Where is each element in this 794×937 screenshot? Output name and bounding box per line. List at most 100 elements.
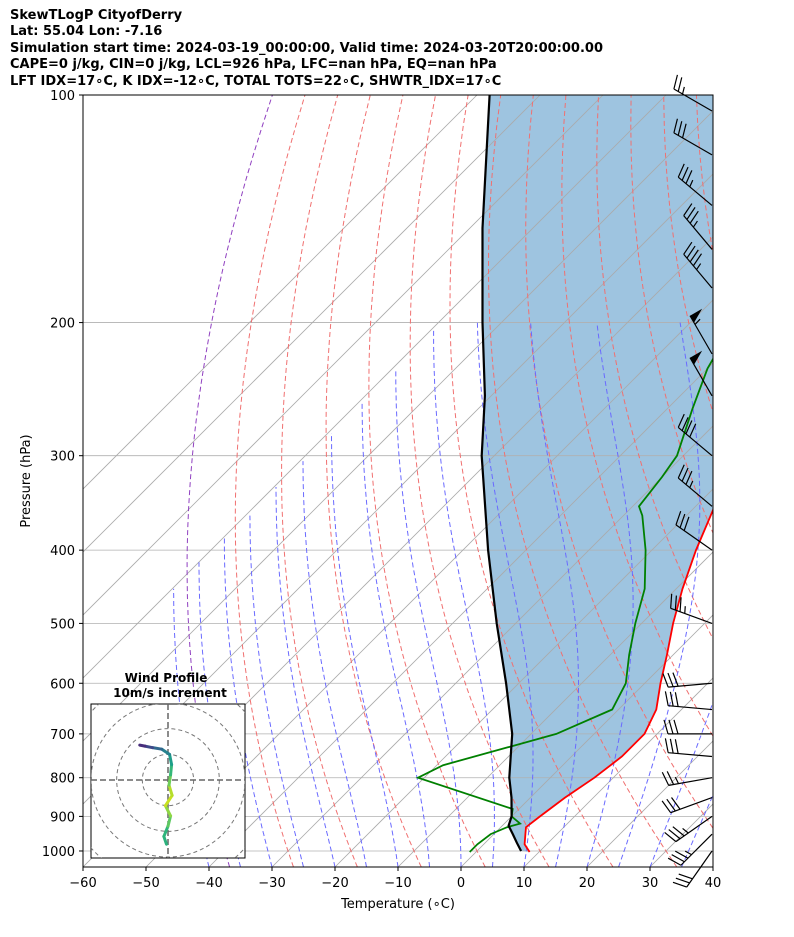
header-indices-line: LFT IDX=17∘C, K IDX=-12∘C, TOTAL TOTS=22…: [10, 73, 502, 89]
wind-barb-flag: [690, 308, 703, 323]
isotherm-line: [334, 488, 713, 867]
wind-barb-shaft: [668, 777, 713, 786]
x-tick-label: −10: [384, 876, 411, 891]
isotherm-line: [83, 95, 667, 679]
x-tick-label: −40: [195, 876, 222, 891]
y-tick-label: 500: [50, 617, 75, 632]
y-tick-label: 900: [50, 810, 75, 825]
wind-barb-feather: [678, 873, 693, 880]
wind-barb-feather: [672, 826, 685, 837]
wind-barb-shaft: [677, 477, 713, 507]
isotherm-line: [83, 110, 713, 742]
chart-header: SkewTLogP CityofDerry Lat: 55.04 Lon: -7…: [10, 8, 603, 90]
wind-barb-shaft: [668, 705, 713, 711]
wind-barb: [670, 593, 713, 624]
hodograph-segment: [162, 824, 170, 838]
wind-barb-feather: [666, 771, 675, 785]
wind-barb-feather: [671, 797, 681, 810]
wind-barb-feather: [669, 691, 674, 707]
wind-barb: [677, 464, 713, 507]
wind-barb: [664, 738, 713, 758]
wind-barb-shaft: [686, 850, 713, 888]
hodograph-segment: [163, 793, 174, 808]
isotherm-line: [712, 866, 713, 867]
wind-barb-feather: [683, 241, 693, 255]
wind-barb-feather: [686, 245, 696, 259]
wind-barb-shaft: [675, 524, 713, 551]
isotherm-line: [83, 95, 541, 553]
wind-barb-shaft: [675, 815, 713, 843]
dry-adiabat-line: [368, 95, 486, 867]
dry-adiabat-line: [325, 95, 422, 867]
wind-barb-feather: [677, 413, 685, 428]
wind-barb-feather: [661, 800, 672, 814]
hodograph-segment: [169, 763, 174, 777]
wind-barb: [683, 241, 713, 289]
dry-adiabat-line: [487, 95, 678, 867]
wind-barb-feather: [689, 249, 699, 263]
isotherm-line: [460, 614, 713, 867]
wind-barb-feather: [662, 673, 669, 688]
wind-barb: [673, 74, 713, 112]
wind-barb: [663, 719, 712, 735]
moist-adiabat-line: [331, 433, 399, 867]
temperature-line: [523, 507, 713, 853]
wind-barb-half-feather: [682, 827, 689, 834]
isotherm-line: [523, 677, 713, 867]
wind-barb: [672, 850, 713, 888]
wind-barb-feather: [670, 593, 673, 609]
moist-adiabat-line: [586, 322, 634, 867]
dry-adiabat-line: [409, 95, 550, 867]
wind-barb-feather: [673, 719, 679, 735]
wind-barb: [677, 163, 713, 206]
wind-barb-feather: [674, 850, 689, 859]
wind-barb-feather: [683, 203, 693, 216]
wind-barb: [662, 672, 713, 688]
wind-barb-feather: [668, 829, 681, 840]
wind-barb: [661, 797, 713, 814]
x-tick-label: −30: [258, 876, 285, 891]
wind-barb-feather: [661, 772, 670, 786]
wind-barb: [675, 510, 713, 551]
isotherm-line: [145, 299, 713, 867]
wind-barb: [664, 691, 713, 711]
x-tick-label: 40: [705, 876, 722, 891]
moist-adiabat-line: [476, 322, 534, 867]
wind-barb-feather: [664, 738, 669, 753]
dry-adiabat-line: [729, 95, 794, 867]
wind-barb-feather: [667, 857, 682, 866]
shaded-area: [481, 95, 713, 852]
hodograph-segment: [151, 746, 164, 751]
hodograph-segment: [167, 783, 174, 797]
y-tick-label: 1000: [42, 845, 75, 860]
wind-barb-feather: [677, 163, 685, 178]
wind-barb-shaft: [680, 833, 713, 866]
wind-barb-half-feather: [684, 850, 692, 856]
x-tick-label: 10: [516, 876, 533, 891]
wind-barb-feather: [672, 672, 679, 687]
wind-barb: [661, 771, 713, 786]
wind-barb-feather: [685, 470, 693, 485]
moist-adiabat-line: [433, 330, 495, 867]
wind-barb-half-feather: [674, 776, 680, 784]
wind-barb-half-feather: [681, 86, 685, 95]
hodograph-segment: [160, 747, 172, 756]
y-tick-label: 400: [50, 544, 75, 559]
wind-barb-shaft: [670, 607, 713, 624]
moist-adiabat-line: [302, 461, 367, 867]
wind-barb-shaft: [677, 176, 713, 206]
wind-barb-feather: [685, 420, 693, 435]
hodograph-segment: [166, 814, 173, 828]
wind-barb-feather: [671, 854, 685, 863]
wind-barb-feather: [674, 692, 679, 707]
wind-barb: [677, 413, 713, 457]
wind-barb-half-feather: [694, 318, 701, 325]
moist-adiabat-line: [681, 793, 713, 867]
wind-barb: [673, 118, 713, 156]
wind-barb-feather: [674, 739, 679, 754]
wind-barb-feather: [663, 719, 669, 735]
moist-adiabat-line: [395, 368, 462, 867]
wind-barb-shaft: [673, 132, 713, 156]
wind-barb-half-feather: [684, 606, 686, 614]
